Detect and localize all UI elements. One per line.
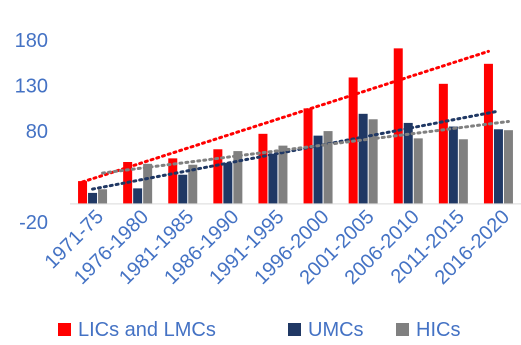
bar xyxy=(393,48,403,204)
y-tick-label: 80 xyxy=(26,121,48,143)
legend-label: HICs xyxy=(416,319,460,340)
bar xyxy=(78,181,88,204)
y-tick-label: -20 xyxy=(19,212,48,234)
bar xyxy=(213,149,223,204)
bar xyxy=(188,164,198,204)
bar xyxy=(223,162,233,204)
y-tick-label: 130 xyxy=(15,76,48,98)
bar xyxy=(323,131,333,204)
bar xyxy=(168,158,178,204)
bar xyxy=(278,145,288,204)
bar xyxy=(483,63,493,204)
bar xyxy=(358,113,368,204)
bar xyxy=(313,135,323,204)
bar xyxy=(503,130,513,204)
y-tick-label: 180 xyxy=(15,30,48,52)
bar xyxy=(258,133,268,204)
bar xyxy=(493,129,503,204)
y-axis-ticks: -20 80 130 180 xyxy=(15,30,48,234)
legend: LICs and LMCs UMCs HICs xyxy=(58,319,460,341)
legend-swatch xyxy=(58,323,71,336)
bar xyxy=(268,153,278,204)
bar xyxy=(368,119,378,204)
legend-swatch xyxy=(396,323,409,336)
bar xyxy=(448,126,458,204)
bar xyxy=(88,192,98,204)
legend-label: LICs and LMCs xyxy=(78,319,216,340)
bar xyxy=(458,139,468,204)
legend-swatch xyxy=(288,323,301,336)
bar xyxy=(438,83,448,204)
bar xyxy=(413,138,423,204)
trendline xyxy=(81,49,490,184)
bar xyxy=(133,188,143,204)
bar xyxy=(178,174,188,204)
trendline xyxy=(91,109,500,191)
bars xyxy=(78,48,513,204)
trendlines xyxy=(81,49,510,191)
legend-label: UMCs xyxy=(308,319,364,340)
bar xyxy=(143,163,153,204)
bar xyxy=(98,189,108,204)
x-axis-labels: 1971-751976-19801981-19851986-19901991-1… xyxy=(41,206,514,289)
bar xyxy=(403,122,413,204)
bar xyxy=(303,108,313,204)
bar xyxy=(233,151,243,204)
trendline xyxy=(101,119,510,175)
